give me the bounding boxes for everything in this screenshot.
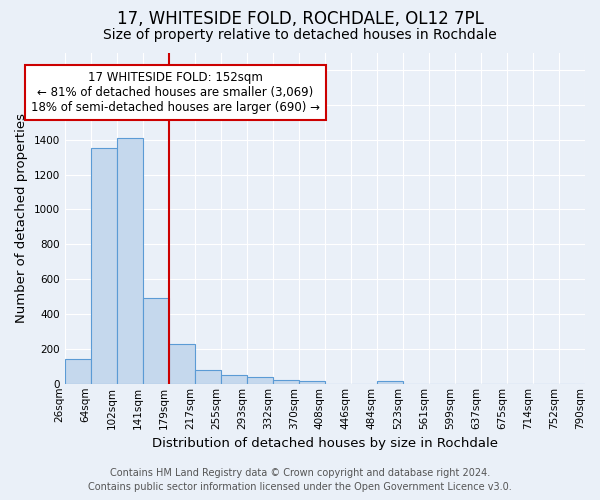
Bar [169,344,195,384]
X-axis label: Distribution of detached houses by size in Rochdale: Distribution of detached houses by size … [152,437,498,450]
Bar [273,380,299,384]
Bar [247,377,273,384]
Bar [221,375,247,384]
Text: Contains HM Land Registry data © Crown copyright and database right 2024.
Contai: Contains HM Land Registry data © Crown c… [88,468,512,492]
Y-axis label: Number of detached properties: Number of detached properties [15,113,28,323]
Bar [377,381,403,384]
Bar [117,138,143,384]
Text: Size of property relative to detached houses in Rochdale: Size of property relative to detached ho… [103,28,497,42]
Bar [91,148,116,384]
Text: 17, WHITESIDE FOLD, ROCHDALE, OL12 7PL: 17, WHITESIDE FOLD, ROCHDALE, OL12 7PL [116,10,484,28]
Text: 17 WHITESIDE FOLD: 152sqm
← 81% of detached houses are smaller (3,069)
18% of se: 17 WHITESIDE FOLD: 152sqm ← 81% of detac… [31,71,320,114]
Bar [143,298,169,384]
Bar [299,381,325,384]
Bar [195,370,221,384]
Bar [65,360,91,384]
